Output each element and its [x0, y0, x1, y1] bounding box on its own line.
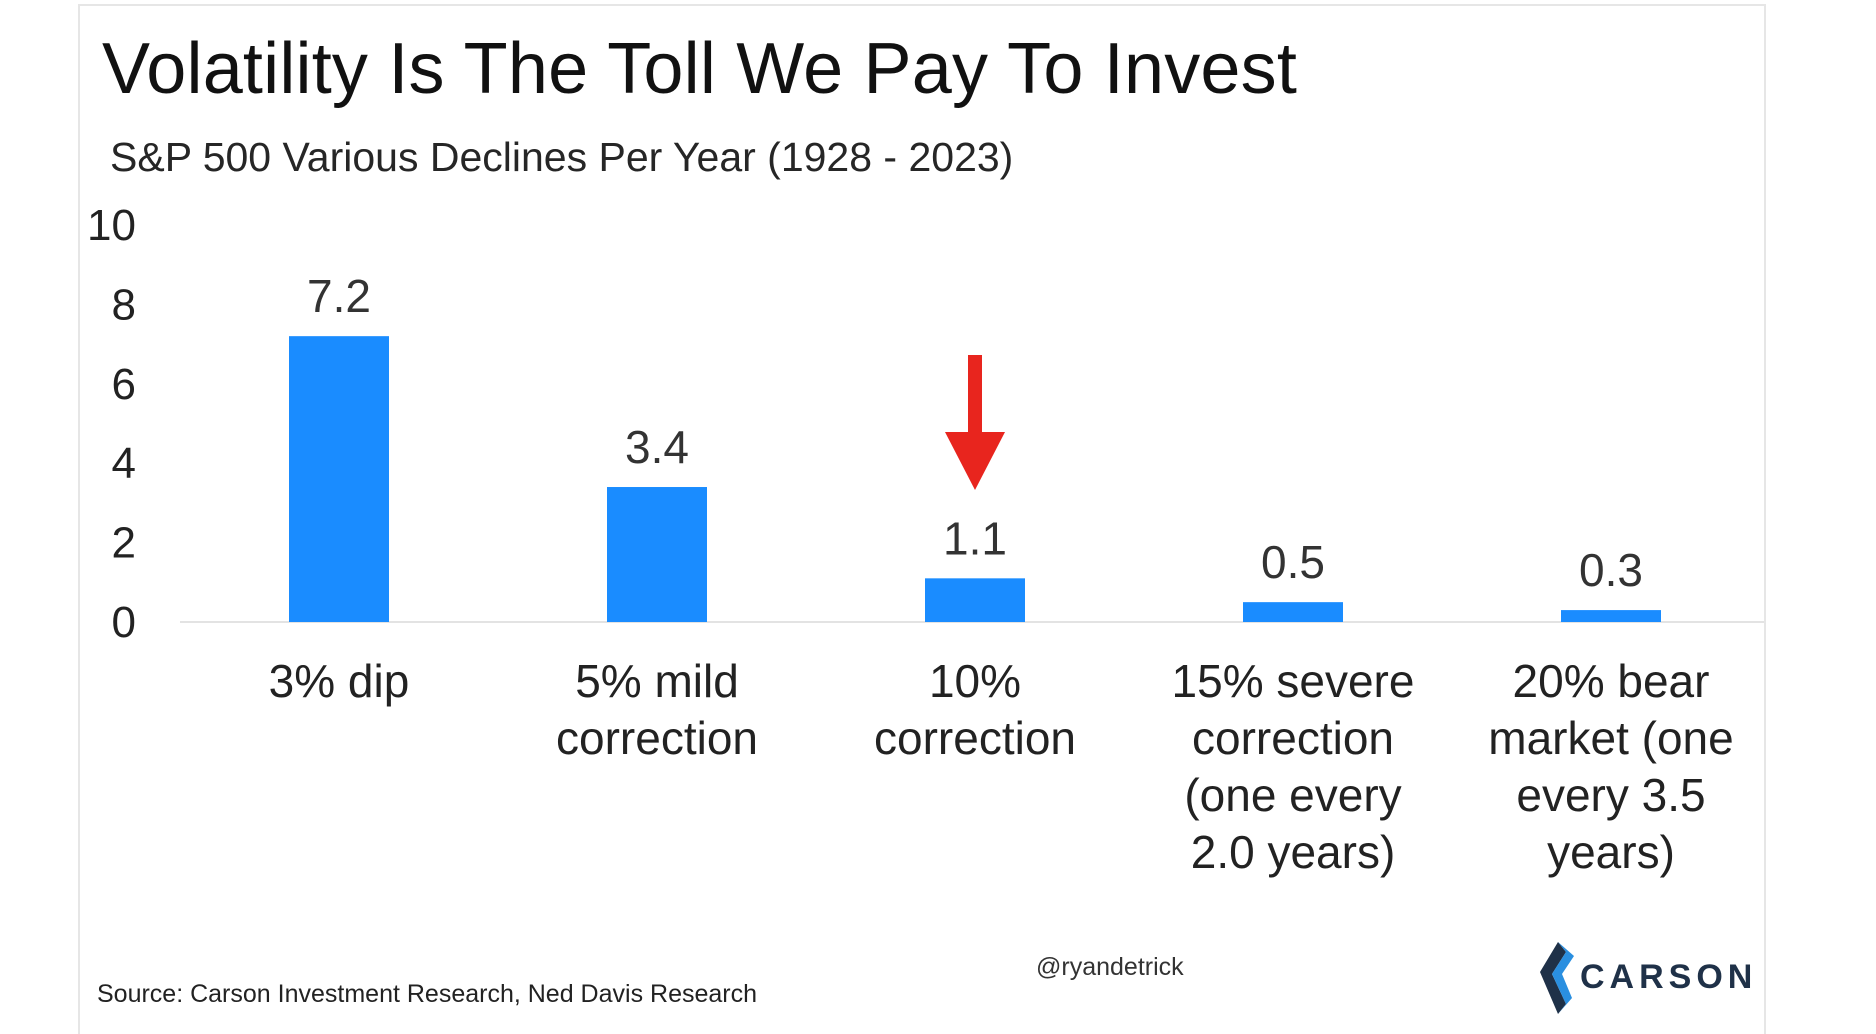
carson-logo-icon: [1540, 942, 1574, 1014]
value-labels-group: 7.2 3.4 1.1 0.5 0.3: [307, 270, 1643, 596]
y-tick-label: 0: [112, 598, 136, 647]
bar: [1243, 602, 1343, 622]
category-label-line: 3% dip: [269, 655, 410, 707]
y-tick-label: 8: [112, 280, 136, 329]
bar: [1561, 610, 1661, 622]
category-label-line: every 3.5: [1516, 769, 1705, 821]
bar: [607, 487, 707, 622]
category-label-line: correction: [1192, 712, 1394, 764]
category-label-line: (one every: [1184, 769, 1401, 821]
arrow-head: [945, 432, 1005, 490]
y-tick-label: 2: [112, 519, 136, 568]
bar-value-label: 0.3: [1579, 544, 1643, 596]
bars-group: [289, 336, 1661, 622]
arrow-annotation: [945, 355, 1005, 490]
category-labels-group: 3% dip 5% mildcorrection10%correction15% …: [269, 655, 1734, 878]
category-label-line: years): [1547, 826, 1675, 878]
category-label-line: 15% severe: [1172, 655, 1415, 707]
bar-value-label: 1.1: [943, 512, 1007, 564]
category-label-line: 20% bear: [1513, 655, 1710, 707]
category-label-line: correction: [556, 712, 758, 764]
bar-value-label: 7.2: [307, 270, 371, 322]
y-axis-ticks: 0 2 4 6 8 10: [87, 201, 136, 647]
y-tick-label: 4: [112, 439, 136, 488]
category-label-line: 5% mild: [575, 655, 739, 707]
bar: [289, 336, 389, 622]
category-label-line: 2.0 years): [1191, 826, 1396, 878]
y-tick-label: 10: [87, 201, 136, 250]
y-tick-label: 6: [112, 360, 136, 409]
bar: [925, 578, 1025, 622]
bar-value-label: 3.4: [625, 421, 689, 473]
arrow-shaft: [968, 355, 982, 437]
category-label-line: correction: [874, 712, 1076, 764]
author-handle: @ryandetrick: [1036, 953, 1184, 981]
chart-subtitle: S&P 500 Various Declines Per Year (1928 …: [110, 134, 1014, 180]
bar-value-label: 0.5: [1261, 536, 1325, 588]
source-note: Source: Carson Investment Research, Ned …: [97, 980, 758, 1008]
carson-logo-text: CARSON: [1580, 958, 1758, 996]
chart-title: Volatility Is The Toll We Pay To Invest: [102, 29, 1298, 109]
category-label-line: market (one: [1488, 712, 1733, 764]
category-label-line: 10%: [929, 655, 1021, 707]
